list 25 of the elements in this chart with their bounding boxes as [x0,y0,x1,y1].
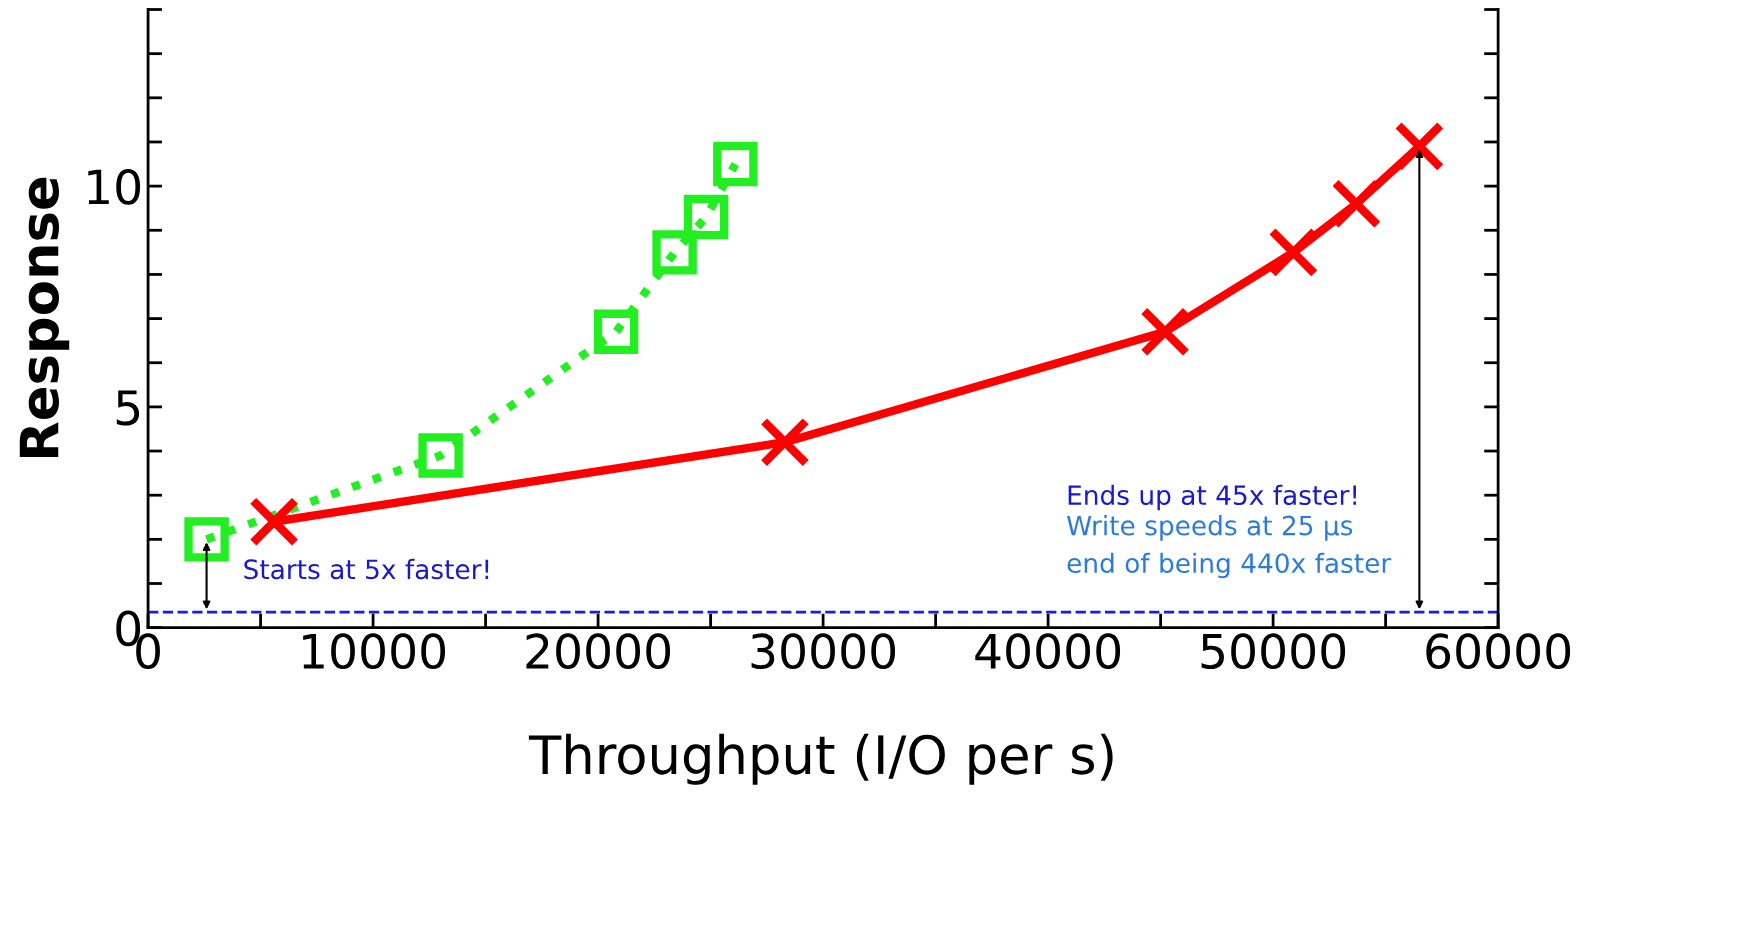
point [1268,227,1319,278]
x-tick-label: 50000 [1201,633,1346,670]
y-tick-label: 10 [88,169,141,205]
x-tick-label: 30000 [751,633,896,670]
point [1394,121,1445,172]
x-axis-title: Throughput (I/O per s) [528,733,1113,785]
point [418,433,463,478]
annotation: Ends up at 45x faster! [1068,484,1356,511]
point [1331,178,1382,229]
point [683,194,729,240]
y-tick-label: 5 [116,390,140,426]
x-tick-label: 40000 [975,633,1121,670]
point [184,517,229,562]
x-tick-label: 10000 [303,633,446,670]
annotation: Write speeds at 25 µs end of being 440x faster [1066,515,1392,579]
point [713,141,758,187]
point [759,417,810,468]
point [249,496,300,547]
annotation: Starts at 5x faster! [244,558,489,580]
point [652,230,697,275]
point [1140,306,1191,357]
point [593,309,639,355]
x-tick-label: 20000 [526,633,671,670]
y-axis-title: Response [19,177,70,458]
x-tick-label: 60000 [1426,633,1571,670]
